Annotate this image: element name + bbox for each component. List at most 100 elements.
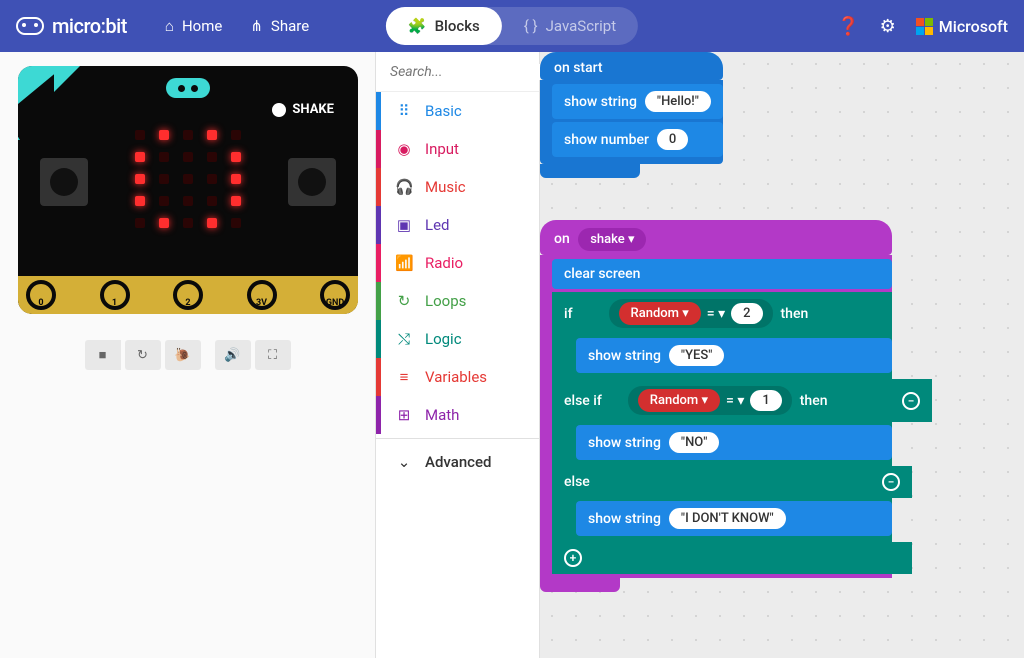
compare-value[interactable]: 2 — [731, 303, 762, 324]
on-label: on — [554, 231, 570, 247]
fullscreen-button[interactable]: ⛶ — [255, 340, 291, 370]
cat-label: Logic — [425, 330, 462, 348]
category-loops[interactable]: ↻Loops — [376, 282, 539, 320]
pin-gnd[interactable]: GND — [320, 280, 350, 310]
string-value[interactable]: Hello! — [645, 91, 711, 112]
equals-condition[interactable]: Random ▾ = ▾ 2 — [609, 299, 773, 328]
on-start-block[interactable]: on start — [540, 52, 723, 80]
math-icon: ⊞ — [395, 406, 413, 424]
mb-top-connector-icon — [166, 78, 210, 98]
yes-value[interactable]: YES — [669, 345, 724, 366]
advanced-category[interactable]: ⌄ Advanced — [376, 443, 539, 481]
show-string-no[interactable]: show string NO — [576, 425, 892, 460]
blocks-workspace[interactable]: on start show string Hello! show number … — [540, 52, 1024, 658]
search-row: 🔍 — [376, 52, 539, 92]
show-string-yes[interactable]: show string YES — [576, 338, 892, 373]
cat-label: Loops — [425, 292, 466, 310]
category-music[interactable]: 🎧Music — [376, 168, 539, 206]
compare-value-2[interactable]: 1 — [750, 390, 781, 411]
pin-0[interactable]: 0 — [26, 280, 56, 310]
category-basic[interactable]: ⠿Basic — [376, 92, 539, 130]
cat-label: Input — [425, 140, 459, 158]
pin-1[interactable]: 1 — [100, 280, 130, 310]
share-nav[interactable]: ⋔ Share — [236, 17, 323, 35]
number-value[interactable]: 0 — [657, 129, 688, 150]
eq-op[interactable]: = ▾ — [707, 306, 725, 322]
cat-label: Basic — [425, 102, 462, 120]
blocks-label: Blocks — [435, 17, 480, 35]
show-number-block[interactable]: show number 0 — [552, 122, 723, 157]
on-shake-block[interactable]: on shake ▾ — [540, 220, 892, 255]
no-value[interactable]: NO — [669, 432, 720, 453]
led — [183, 218, 193, 228]
then-label: then — [781, 306, 809, 322]
edge-pins: 0 1 2 3V GND — [18, 276, 358, 314]
slow-button[interactable]: 🐌 — [165, 340, 201, 370]
show-string-idk[interactable]: show string I DON'T KNOW — [576, 501, 892, 536]
category-led[interactable]: ▣Led — [376, 206, 539, 244]
random-dropdown-2[interactable]: Random ▾ — [638, 389, 720, 412]
show-string-block[interactable]: show string Hello! — [552, 84, 723, 119]
led — [231, 130, 241, 140]
variables-icon: ≡ — [395, 368, 413, 386]
on-start-stack[interactable]: on start show string Hello! show number … — [540, 52, 723, 178]
button-b[interactable] — [288, 158, 336, 206]
header-right: ❓ ⚙ Microsoft — [837, 16, 1008, 37]
on-shake-stack[interactable]: on shake ▾ clear screen if Random ▾ = ▾ … — [540, 220, 892, 592]
button-a[interactable] — [40, 158, 88, 206]
pin-2[interactable]: 2 — [173, 280, 203, 310]
home-nav[interactable]: ⌂ Home — [151, 17, 236, 35]
category-radio[interactable]: 📶 Radio — [376, 244, 539, 282]
led — [207, 152, 217, 162]
clear-screen-block[interactable]: clear screen — [552, 259, 892, 289]
gesture-dropdown[interactable]: shake ▾ — [578, 228, 646, 251]
if-block[interactable]: if Random ▾ = ▾ 2 then show string YES — [552, 292, 892, 574]
stop-button[interactable]: ■ — [85, 340, 121, 370]
javascript-tab[interactable]: { } JavaScript — [502, 7, 638, 45]
led — [159, 152, 169, 162]
led — [159, 174, 169, 184]
idk-value[interactable]: I DON'T KNOW — [669, 508, 786, 529]
category-input[interactable]: ◉ Input — [376, 130, 539, 168]
led — [231, 218, 241, 228]
led — [159, 196, 169, 206]
ms-label: Microsoft — [939, 17, 1008, 36]
logo[interactable]: micro:bit — [16, 14, 127, 38]
settings-icon[interactable]: ⚙ — [880, 16, 896, 37]
category-logic[interactable]: ⤭Logic — [376, 320, 539, 358]
if-label: if — [564, 306, 573, 322]
equals-condition-2[interactable]: Random ▾ = ▾ 1 — [628, 386, 792, 415]
cat-label: Music — [425, 178, 466, 196]
help-icon[interactable]: ❓ — [837, 16, 859, 37]
microbit-simulator[interactable]: SHAKE B A 0123VGND — [18, 66, 358, 314]
random-dropdown[interactable]: Random ▾ — [619, 302, 701, 325]
else-label: else — [564, 474, 590, 490]
category-variables[interactable]: ≡Variables — [376, 358, 539, 396]
cat-label: Radio — [425, 254, 463, 272]
led — [183, 152, 193, 162]
simulator-panel: SHAKE B A 0123VGND ■ ↻ 🐌 🔊 ⛶ — [0, 52, 375, 658]
advanced-label: Advanced — [425, 453, 491, 471]
input-icon: ◉ — [395, 140, 413, 158]
restart-button[interactable]: ↻ — [125, 340, 161, 370]
on-start-label: on start — [554, 60, 603, 76]
audio-button[interactable]: 🔊 — [215, 340, 251, 370]
blocks-tab[interactable]: 🧩 Blocks — [386, 7, 502, 45]
led — [159, 218, 169, 228]
led — [135, 218, 145, 228]
microsoft-logo[interactable]: Microsoft — [916, 17, 1008, 36]
add-branch-button[interactable]: + — [564, 549, 582, 567]
led — [183, 196, 193, 206]
logo-text: micro:bit — [52, 14, 127, 38]
main-area: SHAKE B A 0123VGND ■ ↻ 🐌 🔊 ⛶ 🔍 ⠿Basic◉In… — [0, 52, 1024, 658]
remove-else-button[interactable]: − — [882, 473, 900, 491]
pin-3v[interactable]: 3V — [247, 280, 277, 310]
shake-button[interactable]: SHAKE — [272, 102, 334, 117]
category-math[interactable]: ⊞ Math — [376, 396, 539, 434]
led — [135, 196, 145, 206]
elseif-label: else if — [564, 393, 602, 409]
remove-branch-button[interactable]: − — [902, 392, 920, 410]
cat-label: Math — [425, 406, 459, 424]
led — [231, 196, 241, 206]
radio-icon: 📶 — [395, 254, 413, 272]
